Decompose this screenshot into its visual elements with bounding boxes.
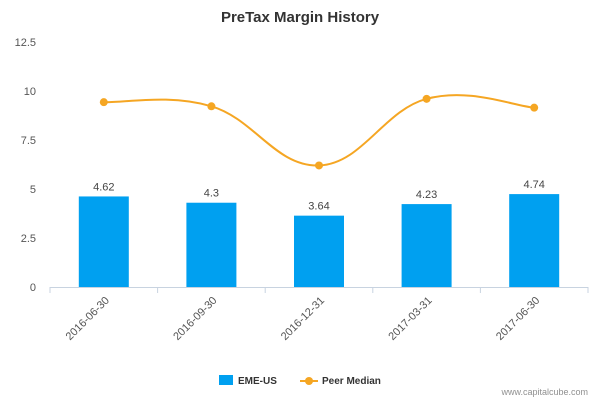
- x-tick-label: 2016-09-30: [171, 295, 219, 343]
- bar-eme-us: [294, 215, 344, 287]
- bar-data-labels: 4.62 4.3 3.64 4.23 4.74: [93, 179, 545, 213]
- peer-median-point: [99, 98, 108, 107]
- y-tick-label: 7.5: [21, 135, 36, 147]
- chart-title: PreTax Margin History: [221, 9, 380, 26]
- peer-median-point: [530, 103, 539, 112]
- legend-swatch-eme-us: [219, 375, 233, 385]
- peer-median-point: [207, 102, 216, 111]
- bar-value-label: 4.23: [416, 189, 437, 201]
- peer-median-point: [422, 94, 431, 103]
- credit-text: www.capitalcube.com: [500, 387, 588, 397]
- line-series-peer-median: [99, 94, 539, 170]
- x-axis: 2016-06-30 2016-09-30 2016-12-31 2017-03-31…: [49, 287, 589, 343]
- legend-label-peer-median: Peer Median: [322, 376, 381, 387]
- x-tick-label: 2017-03-31: [386, 295, 434, 343]
- bar-value-label: 4.62: [93, 181, 114, 193]
- bar-value-label: 4.74: [523, 179, 544, 191]
- x-tick-label: 2016-06-30: [64, 295, 112, 343]
- y-axis: 0 2.5 5 7.5 10 12.5: [15, 37, 36, 294]
- bar-value-label: 4.3: [204, 188, 219, 200]
- legend: EME-US Peer Median: [219, 375, 381, 387]
- x-tick-label: 2017-06-30: [494, 295, 542, 343]
- bar-eme-us: [186, 202, 237, 287]
- y-tick-label: 10: [24, 86, 36, 98]
- x-tick-label: 2016-12-31: [279, 295, 327, 343]
- legend-label-eme-us: EME-US: [238, 376, 277, 387]
- peer-median-line: [103, 94, 535, 167]
- bar-eme-us: [401, 204, 452, 287]
- y-tick-label: 2.5: [21, 233, 36, 245]
- bar-value-label: 3.64: [308, 201, 329, 213]
- y-tick-label: 5: [30, 184, 36, 196]
- bar-series-eme-us: [78, 194, 560, 287]
- legend-marker-peer-median: [305, 377, 313, 385]
- y-tick-label: 12.5: [15, 37, 36, 49]
- bar-eme-us: [78, 196, 129, 287]
- bar-eme-us: [509, 194, 560, 287]
- peer-median-point: [315, 161, 323, 170]
- y-tick-label: 0: [30, 282, 36, 294]
